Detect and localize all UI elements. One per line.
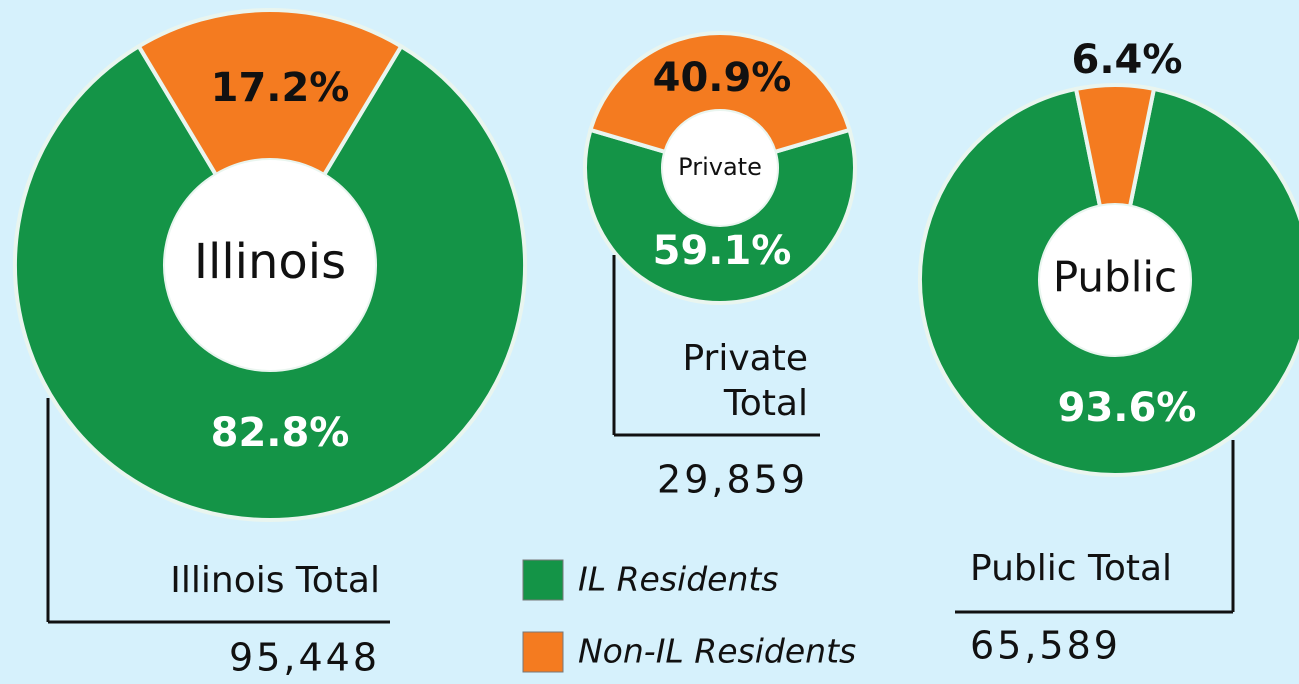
donut-segment (1073, 83, 1157, 209)
total-label: Public Total (970, 548, 1172, 589)
donut-segment (587, 31, 853, 155)
center-label: Public (1053, 253, 1177, 302)
donut-hole (663, 111, 777, 225)
total-value: 29,859 (657, 458, 808, 502)
data-label: 40.9% (653, 55, 792, 101)
total-value: 65,589 (970, 624, 1121, 668)
legend-label: Non-IL Residents (578, 632, 856, 671)
donut-hole (1040, 205, 1190, 355)
data-label: 17.2% (211, 65, 350, 111)
total-label: Illinois Total (170, 560, 380, 601)
legend-swatch (522, 559, 564, 601)
data-label: 82.8% (211, 410, 350, 456)
data-label: 93.6% (1058, 385, 1197, 431)
data-label: 6.4% (1072, 37, 1183, 83)
data-label: 59.1% (653, 228, 792, 274)
legend-swatch (522, 631, 564, 673)
center-label: Private (678, 153, 762, 181)
total-value: 95,448 (229, 636, 380, 680)
donut-hole (165, 160, 375, 370)
total-label: Private Total (682, 338, 808, 424)
legend-label: IL Residents (578, 560, 779, 599)
center-label: Illinois (194, 234, 346, 290)
